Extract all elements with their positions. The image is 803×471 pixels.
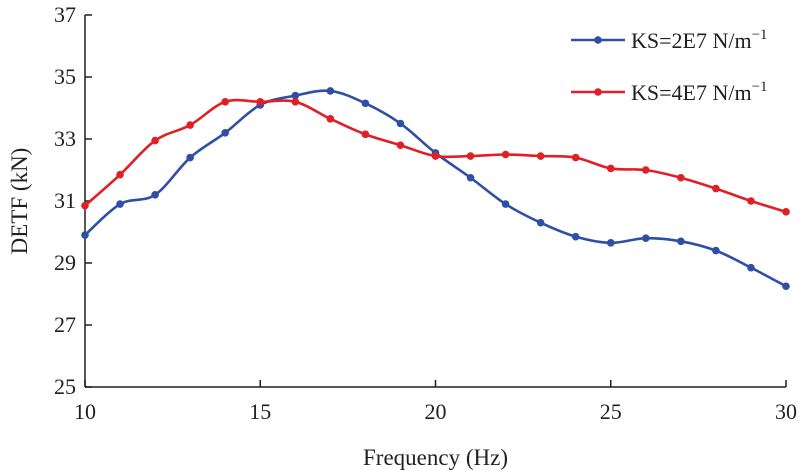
data-point xyxy=(782,208,790,216)
data-point xyxy=(396,119,405,128)
data-point xyxy=(606,239,615,247)
data-point xyxy=(536,152,545,160)
x-tick-label: 20 xyxy=(425,399,447,424)
legend-label-superscript: −1 xyxy=(752,79,768,95)
data-point xyxy=(501,200,510,208)
legend-item-1: KS=2E7 N/m−1 xyxy=(571,27,768,53)
y-tick-label: 27 xyxy=(54,312,76,337)
data-point xyxy=(431,152,440,160)
data-point xyxy=(221,129,229,137)
data-point xyxy=(571,153,580,162)
series-2 xyxy=(81,98,790,216)
data-point xyxy=(747,197,755,205)
data-point xyxy=(116,170,124,179)
x-tick-label: 30 xyxy=(775,399,797,424)
data-point xyxy=(256,98,265,106)
data-point xyxy=(712,184,720,193)
series-1 xyxy=(81,87,790,291)
data-point xyxy=(186,121,194,129)
legend-label-superscript: −1 xyxy=(752,27,768,43)
data-point xyxy=(606,164,615,173)
data-point xyxy=(326,87,335,95)
legend-swatch-marker xyxy=(594,36,602,44)
data-point xyxy=(396,141,405,149)
y-tick-label: 29 xyxy=(54,250,76,275)
legend: KS=2E7 N/m−1KS=4E7 N/m−1 xyxy=(571,27,768,105)
data-point xyxy=(642,166,650,174)
data-point xyxy=(361,130,370,139)
series-line xyxy=(84,89,787,288)
data-point xyxy=(81,201,89,210)
data-point xyxy=(151,136,159,145)
data-point xyxy=(571,232,580,241)
x-axis-title: Frequency (Hz) xyxy=(363,445,508,470)
data-point xyxy=(221,98,229,106)
y-tick-label: 25 xyxy=(54,374,76,399)
x-tick-label: 10 xyxy=(74,399,96,424)
data-point xyxy=(466,173,475,182)
data-point xyxy=(326,115,335,123)
data-point xyxy=(81,231,89,239)
y-tick-label: 31 xyxy=(54,188,76,213)
x-tick-label: 25 xyxy=(600,399,622,424)
data-point xyxy=(186,153,194,162)
data-point xyxy=(291,98,300,106)
data-point xyxy=(642,234,650,242)
y-tick-label: 33 xyxy=(54,126,76,151)
data-point xyxy=(466,152,475,160)
legend-label-text: KS=2E7 N/m xyxy=(631,28,752,53)
legend-label-text: KS=4E7 N/m xyxy=(631,80,752,105)
data-point xyxy=(361,99,370,108)
data-point xyxy=(151,191,159,199)
data-point xyxy=(501,150,510,159)
data-point xyxy=(291,91,300,100)
y-tick-label: 35 xyxy=(54,64,76,89)
y-tick-label: 37 xyxy=(54,2,76,27)
data-point xyxy=(116,200,124,208)
data-point xyxy=(712,246,720,255)
axes xyxy=(84,15,786,388)
data-point xyxy=(536,218,545,227)
legend-item-2: KS=4E7 N/m−1 xyxy=(571,79,768,105)
legend-swatch-marker xyxy=(594,88,602,96)
y-axis-title: DETF (kN) xyxy=(7,148,32,255)
data-point xyxy=(677,173,685,182)
ticks: 25 27 29 31 33 35 37 10 15 20 25 30 xyxy=(54,2,797,424)
data-point xyxy=(782,282,790,291)
series-layer xyxy=(81,87,790,291)
data-point xyxy=(747,263,755,272)
legend-label: KS=2E7 N/m−1 xyxy=(631,27,768,53)
legend-label: KS=4E7 N/m−1 xyxy=(631,79,768,105)
x-tick-label: 15 xyxy=(249,399,271,424)
data-point xyxy=(677,237,685,246)
